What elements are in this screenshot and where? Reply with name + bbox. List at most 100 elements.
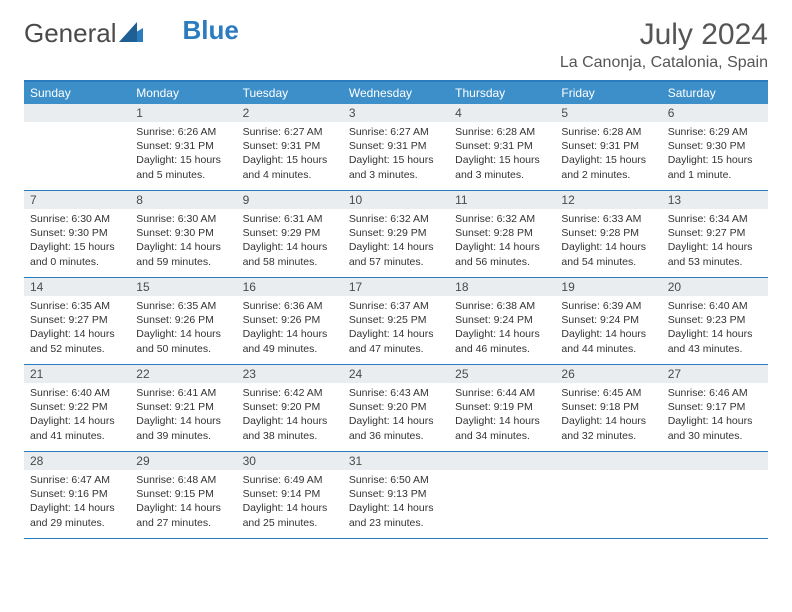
day-day2: and 43 minutes.: [668, 342, 762, 356]
day-number: [24, 104, 130, 122]
day-cell-empty: [449, 452, 555, 538]
day-number: 1: [130, 104, 236, 122]
header: General Blue July 2024 La Canonja, Catal…: [24, 18, 768, 72]
day-sunset: Sunset: 9:18 PM: [561, 400, 655, 414]
day-cell: 4Sunrise: 6:28 AMSunset: 9:31 PMDaylight…: [449, 104, 555, 190]
week-row: 21Sunrise: 6:40 AMSunset: 9:22 PMDayligh…: [24, 365, 768, 452]
weekday-header: Wednesday: [343, 82, 449, 104]
day-day2: and 2 minutes.: [561, 168, 655, 182]
day-day2: and 5 minutes.: [136, 168, 230, 182]
day-sunset: Sunset: 9:26 PM: [243, 313, 337, 327]
day-cell: 7Sunrise: 6:30 AMSunset: 9:30 PMDaylight…: [24, 191, 130, 277]
logo-mark-icon: [119, 18, 143, 49]
day-day1: Daylight: 14 hours: [243, 414, 337, 428]
weekday-header: Friday: [555, 82, 661, 104]
weeks-grid: 1Sunrise: 6:26 AMSunset: 9:31 PMDaylight…: [24, 104, 768, 539]
day-sunset: Sunset: 9:31 PM: [243, 139, 337, 153]
day-number: 28: [24, 452, 130, 470]
day-cell-empty: [555, 452, 661, 538]
day-cell: 16Sunrise: 6:36 AMSunset: 9:26 PMDayligh…: [237, 278, 343, 364]
day-day2: and 53 minutes.: [668, 255, 762, 269]
day-cell: 11Sunrise: 6:32 AMSunset: 9:28 PMDayligh…: [449, 191, 555, 277]
day-sunrise: Sunrise: 6:45 AM: [561, 386, 655, 400]
day-number: 20: [662, 278, 768, 296]
week-row: 1Sunrise: 6:26 AMSunset: 9:31 PMDaylight…: [24, 104, 768, 191]
day-sunset: Sunset: 9:17 PM: [668, 400, 762, 414]
day-sunrise: Sunrise: 6:44 AM: [455, 386, 549, 400]
day-cell: 21Sunrise: 6:40 AMSunset: 9:22 PMDayligh…: [24, 365, 130, 451]
logo-text-2: Blue: [183, 15, 239, 46]
day-day1: Daylight: 14 hours: [561, 327, 655, 341]
day-cell: 19Sunrise: 6:39 AMSunset: 9:24 PMDayligh…: [555, 278, 661, 364]
day-sunset: Sunset: 9:31 PM: [349, 139, 443, 153]
day-cell: 12Sunrise: 6:33 AMSunset: 9:28 PMDayligh…: [555, 191, 661, 277]
day-number: 23: [237, 365, 343, 383]
day-day2: and 47 minutes.: [349, 342, 443, 356]
day-day1: Daylight: 14 hours: [561, 240, 655, 254]
day-cell: 5Sunrise: 6:28 AMSunset: 9:31 PMDaylight…: [555, 104, 661, 190]
day-sunrise: Sunrise: 6:46 AM: [668, 386, 762, 400]
day-number: 11: [449, 191, 555, 209]
day-sunset: Sunset: 9:30 PM: [30, 226, 124, 240]
day-sunrise: Sunrise: 6:35 AM: [30, 299, 124, 313]
day-day1: Daylight: 14 hours: [455, 414, 549, 428]
day-day1: Daylight: 15 hours: [243, 153, 337, 167]
day-day1: Daylight: 14 hours: [30, 501, 124, 515]
day-day2: and 46 minutes.: [455, 342, 549, 356]
day-day1: Daylight: 15 hours: [349, 153, 443, 167]
week-row: 14Sunrise: 6:35 AMSunset: 9:27 PMDayligh…: [24, 278, 768, 365]
day-day1: Daylight: 14 hours: [349, 414, 443, 428]
day-day2: and 30 minutes.: [668, 429, 762, 443]
day-cell: 28Sunrise: 6:47 AMSunset: 9:16 PMDayligh…: [24, 452, 130, 538]
day-number: 24: [343, 365, 449, 383]
day-number: 16: [237, 278, 343, 296]
day-day2: and 27 minutes.: [136, 516, 230, 530]
day-cell: 27Sunrise: 6:46 AMSunset: 9:17 PMDayligh…: [662, 365, 768, 451]
day-cell: 6Sunrise: 6:29 AMSunset: 9:30 PMDaylight…: [662, 104, 768, 190]
day-day2: and 1 minute.: [668, 168, 762, 182]
day-number: 26: [555, 365, 661, 383]
day-number: 12: [555, 191, 661, 209]
day-cell-empty: [662, 452, 768, 538]
day-cell: 13Sunrise: 6:34 AMSunset: 9:27 PMDayligh…: [662, 191, 768, 277]
day-sunrise: Sunrise: 6:36 AM: [243, 299, 337, 313]
day-cell: 22Sunrise: 6:41 AMSunset: 9:21 PMDayligh…: [130, 365, 236, 451]
day-sunset: Sunset: 9:20 PM: [243, 400, 337, 414]
day-sunset: Sunset: 9:29 PM: [243, 226, 337, 240]
logo: General Blue: [24, 18, 239, 49]
weekday-header: Sunday: [24, 82, 130, 104]
day-sunset: Sunset: 9:31 PM: [561, 139, 655, 153]
day-number: 9: [237, 191, 343, 209]
day-sunrise: Sunrise: 6:34 AM: [668, 212, 762, 226]
day-number: 10: [343, 191, 449, 209]
day-sunset: Sunset: 9:24 PM: [455, 313, 549, 327]
weekday-header: Saturday: [662, 82, 768, 104]
day-day1: Daylight: 14 hours: [243, 240, 337, 254]
day-day1: Daylight: 14 hours: [30, 414, 124, 428]
day-sunset: Sunset: 9:29 PM: [349, 226, 443, 240]
day-cell-empty: [24, 104, 130, 190]
day-number: 2: [237, 104, 343, 122]
day-sunrise: Sunrise: 6:38 AM: [455, 299, 549, 313]
day-sunset: Sunset: 9:22 PM: [30, 400, 124, 414]
day-cell: 14Sunrise: 6:35 AMSunset: 9:27 PMDayligh…: [24, 278, 130, 364]
day-number: [449, 452, 555, 470]
day-sunrise: Sunrise: 6:48 AM: [136, 473, 230, 487]
day-day2: and 50 minutes.: [136, 342, 230, 356]
day-day2: and 39 minutes.: [136, 429, 230, 443]
day-sunrise: Sunrise: 6:28 AM: [455, 125, 549, 139]
day-day1: Daylight: 14 hours: [136, 414, 230, 428]
day-number: [662, 452, 768, 470]
day-cell: 8Sunrise: 6:30 AMSunset: 9:30 PMDaylight…: [130, 191, 236, 277]
day-day1: Daylight: 14 hours: [30, 327, 124, 341]
day-cell: 20Sunrise: 6:40 AMSunset: 9:23 PMDayligh…: [662, 278, 768, 364]
day-day2: and 25 minutes.: [243, 516, 337, 530]
day-number: 29: [130, 452, 236, 470]
day-day2: and 3 minutes.: [455, 168, 549, 182]
day-cell: 17Sunrise: 6:37 AMSunset: 9:25 PMDayligh…: [343, 278, 449, 364]
day-day1: Daylight: 14 hours: [668, 327, 762, 341]
day-sunset: Sunset: 9:27 PM: [30, 313, 124, 327]
day-day1: Daylight: 14 hours: [668, 414, 762, 428]
day-cell: 15Sunrise: 6:35 AMSunset: 9:26 PMDayligh…: [130, 278, 236, 364]
day-day2: and 41 minutes.: [30, 429, 124, 443]
